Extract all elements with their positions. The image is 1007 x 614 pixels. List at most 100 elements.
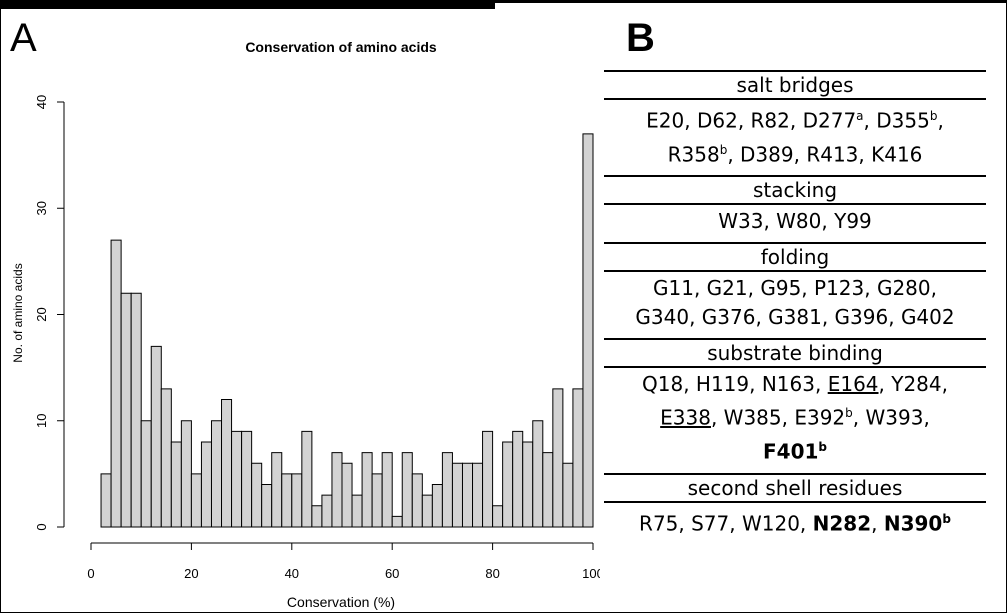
histogram-bar — [301, 430, 313, 528]
residue-text: , — [937, 108, 944, 133]
histogram-bar — [311, 505, 323, 528]
top-line — [495, 0, 1007, 3]
footnote-mark: b — [845, 406, 853, 421]
histogram-bar — [200, 441, 212, 528]
underlined-residue: E164 — [827, 372, 879, 397]
histogram-bar — [231, 430, 243, 528]
salt-bridges-line-2: R358b, D389, R413, K416 — [604, 136, 986, 170]
histogram-bar — [492, 505, 504, 528]
x-tick-label: 80 — [485, 566, 499, 581]
second-shell-line-1: R75, S77, W120, N282, N390b — [604, 505, 986, 539]
histogram-bar — [140, 420, 152, 528]
histogram-bar — [210, 420, 223, 528]
x-axis-label: Conservation (%) — [287, 594, 395, 610]
residue-text: R75, S77, W120, — [639, 511, 813, 536]
histogram-bar — [562, 462, 574, 528]
x-tick-label: 0 — [87, 566, 94, 581]
substrate-line-3: F401b — [604, 433, 986, 467]
footnote-mark: b — [942, 511, 951, 526]
footnote-mark: b — [719, 142, 728, 157]
y-axis: 0 10 20 30 40 — [34, 95, 65, 531]
substrate-line-2: E338, W385, E392b, W393, — [604, 399, 986, 433]
footnote-mark: b — [929, 109, 938, 123]
salt-bridges-cell: E20, D62, R82, D277a, D355b, R358b, D389… — [604, 100, 986, 171]
histogram-bar — [100, 473, 112, 528]
histogram-bar — [180, 420, 192, 528]
residue-text: , W393, — [852, 405, 930, 430]
folding-header: folding — [604, 242, 986, 273]
histogram-bar — [251, 462, 263, 528]
histogram-bar — [512, 430, 524, 528]
y-tick-label: 0 — [34, 523, 49, 530]
folding-line-1: G11, G21, G95, P123, G280, — [653, 276, 937, 301]
y-tick-label: 40 — [34, 95, 49, 109]
salt-bridges-line-1: E20, D62, R82, D277a, D355b, — [604, 102, 986, 136]
histogram-bar — [120, 292, 132, 528]
histogram-bar — [371, 473, 383, 528]
footnote-mark: a — [856, 109, 864, 123]
histogram-bar — [281, 473, 293, 528]
stacking-cell: W33, W80, Y99 — [604, 205, 986, 238]
histogram-bar — [351, 494, 363, 528]
salt-bridges-header: salt bridges — [604, 70, 986, 100]
residue-text: , Y284, — [878, 372, 948, 397]
histogram-bar — [582, 133, 594, 528]
histogram-bar — [502, 441, 514, 528]
histogram-bar — [170, 441, 182, 528]
histogram-bar — [552, 388, 564, 528]
histogram-bar — [190, 473, 202, 528]
footnote-mark: b — [818, 439, 827, 454]
bold-residue: N390 — [883, 511, 943, 536]
folding-line-2: G340, G376, G381, G396, G402 — [635, 305, 955, 330]
panel-label-a: A — [10, 16, 37, 60]
histogram-bar — [401, 452, 413, 528]
residue-text: , — [871, 511, 884, 536]
y-tick-label: 20 — [34, 307, 49, 321]
histogram-bar — [361, 452, 373, 528]
histogram-bar — [522, 441, 534, 528]
histogram-bar — [472, 462, 484, 528]
x-tick-label: 60 — [385, 566, 399, 581]
histogram-bar — [411, 473, 423, 528]
histogram-bar — [321, 494, 333, 528]
x-tick-label: 40 — [285, 566, 299, 581]
histogram-bar — [150, 345, 162, 528]
histogram-bar — [572, 388, 584, 528]
histogram-bar — [271, 452, 283, 528]
underlined-residue: E338 — [660, 405, 711, 430]
second-shell-header: second shell residues — [604, 472, 986, 503]
x-tick-label: 100 — [582, 566, 600, 581]
histogram-bar — [542, 452, 554, 528]
y-axis-label: No. of amino acids — [11, 263, 25, 362]
histogram-bar — [451, 462, 463, 528]
histogram-bar — [391, 515, 403, 528]
histogram-bar — [431, 484, 443, 528]
residue-text: , W385, E392 — [710, 405, 846, 430]
chart-title: Conservation of amino acids — [245, 39, 437, 55]
residue-text: E20, D62, R82, D277 — [646, 108, 857, 133]
bold-residue: F401 — [762, 439, 819, 464]
stacking-header: stacking — [604, 175, 986, 206]
substrate-binding-cell: Q18, H119, N163, E164, Y284, E338, W385,… — [604, 368, 986, 468]
histogram-bar — [461, 462, 474, 528]
histogram-bar — [130, 292, 142, 528]
residue-text: , D355 — [863, 108, 930, 133]
x-axis: 0 20 40 60 80 100 — [87, 542, 600, 581]
residue-table: salt bridges E20, D62, R82, D277a, D355b… — [604, 70, 986, 540]
histogram-bar — [261, 484, 273, 528]
histogram-bar — [341, 462, 353, 528]
x-tick-label: 20 — [184, 566, 198, 581]
top-bar — [0, 0, 495, 9]
histogram-bar — [381, 452, 393, 528]
second-shell-cell: R75, S77, W120, N282, N390b — [604, 503, 986, 541]
y-tick-label: 30 — [34, 201, 49, 215]
histogram-bar — [221, 399, 233, 528]
bold-residue: N282 — [812, 511, 872, 536]
substrate-binding-header: substrate binding — [604, 338, 986, 369]
histogram-bar — [241, 430, 253, 528]
panel-label-b: B — [626, 16, 655, 60]
histogram-bar — [532, 420, 544, 528]
histogram-bar — [160, 388, 172, 528]
y-tick-label: 10 — [34, 414, 49, 428]
substrate-line-1: Q18, H119, N163, E164, Y284, — [604, 370, 986, 399]
